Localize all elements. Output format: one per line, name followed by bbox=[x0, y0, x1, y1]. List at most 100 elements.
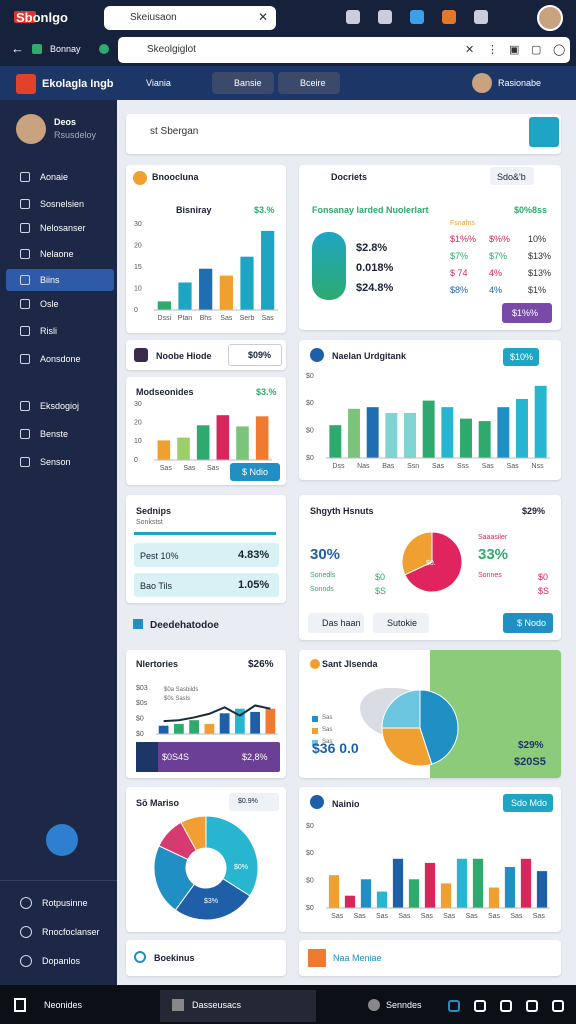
bar bbox=[178, 282, 192, 310]
nav-item[interactable]: Senson bbox=[40, 457, 71, 467]
badge-label[interactable]: $09% bbox=[248, 350, 272, 360]
nav-item[interactable]: Dopanlos bbox=[42, 956, 81, 966]
badge-label[interactable]: Sdo&'b bbox=[497, 172, 526, 182]
progress-row bbox=[134, 543, 279, 567]
bar bbox=[204, 723, 215, 734]
search-close[interactable] bbox=[529, 117, 559, 147]
header-button[interactable] bbox=[278, 72, 340, 94]
header-button-label[interactable]: Bansie bbox=[234, 78, 262, 88]
toolbar-icon[interactable] bbox=[410, 10, 424, 24]
tray-icon[interactable] bbox=[448, 1000, 460, 1012]
row-label: Sonedls bbox=[310, 572, 336, 579]
avatar[interactable] bbox=[537, 5, 563, 31]
nav-item[interactable]: Aonaie bbox=[40, 172, 69, 182]
nav-item[interactable]: Osle bbox=[40, 299, 59, 309]
button-label[interactable]: Sdo Mdo bbox=[511, 798, 548, 808]
header-button[interactable] bbox=[212, 72, 274, 94]
card bbox=[126, 114, 561, 154]
card-title: Naelan Urdgitank bbox=[332, 351, 407, 361]
address-icon[interactable]: ◯ bbox=[553, 44, 566, 56]
nav-item[interactable]: Risli bbox=[40, 326, 57, 336]
badge-label[interactable]: $0.9% bbox=[238, 798, 258, 805]
nav-icon bbox=[20, 199, 30, 209]
nav-item[interactable]: Nelosanser bbox=[40, 223, 86, 233]
footer-value: $2,8% bbox=[242, 752, 268, 762]
nav-item[interactable]: Sosnelsien bbox=[40, 199, 85, 209]
chart bbox=[381, 689, 459, 767]
button[interactable] bbox=[503, 348, 539, 366]
badge[interactable] bbox=[490, 167, 534, 185]
stat: $36 0.0 bbox=[312, 740, 359, 756]
address-icon[interactable]: ▢ bbox=[531, 44, 542, 56]
tray-icon[interactable] bbox=[474, 1000, 486, 1012]
button-label[interactable]: Das haan bbox=[322, 618, 361, 628]
user-name[interactable]: Rasionabe bbox=[498, 78, 542, 88]
button[interactable] bbox=[373, 613, 429, 633]
taskbar-item[interactable]: Dasseusacs bbox=[192, 1000, 242, 1010]
y-tick-label: $0 bbox=[306, 373, 314, 380]
toolbar-icon[interactable] bbox=[346, 10, 360, 24]
y-tick-label: $0 bbox=[306, 428, 314, 435]
bar bbox=[376, 891, 388, 908]
tab[interactable] bbox=[104, 6, 276, 30]
sidebar-avatar bbox=[16, 114, 46, 144]
taskbar-app[interactable] bbox=[160, 990, 316, 1022]
taskbar-item[interactable]: Senndes bbox=[386, 1000, 422, 1010]
button-label[interactable]: $ Ndio bbox=[242, 467, 269, 477]
logo-icon bbox=[14, 11, 36, 23]
toolbar-icon[interactable] bbox=[378, 10, 392, 24]
button[interactable] bbox=[308, 613, 364, 633]
table-cell: 10% bbox=[528, 234, 547, 244]
tab-close[interactable]: ✕ bbox=[258, 10, 269, 24]
header-button-label[interactable]: Bceire bbox=[300, 78, 326, 88]
x-tick-label: Sas bbox=[533, 913, 546, 920]
address-icon[interactable]: ▣ bbox=[509, 44, 520, 56]
nav-item[interactable]: Nelaone bbox=[40, 249, 74, 259]
user-role: Rsusdeloy bbox=[54, 130, 97, 140]
nav-item[interactable]: Aonsdone bbox=[40, 354, 81, 364]
bar bbox=[328, 875, 340, 908]
bar bbox=[265, 708, 276, 734]
nav-item[interactable]: Biins bbox=[40, 275, 60, 285]
nav-item[interactable]: Benste bbox=[40, 429, 69, 439]
row-label: Bao Tils bbox=[140, 581, 173, 591]
bar bbox=[440, 883, 452, 908]
address-icon[interactable]: ⋮ bbox=[487, 44, 498, 56]
slice-label: $0% bbox=[234, 864, 249, 871]
address-icon[interactable]: ✕ bbox=[465, 44, 475, 56]
slice bbox=[381, 689, 421, 729]
table-cell: $7% bbox=[489, 251, 508, 261]
x-tick-label: Bhs bbox=[200, 315, 213, 322]
nav-item[interactable]: Rnocfoclanser bbox=[42, 927, 100, 937]
nav-item[interactable]: Rotpusinne bbox=[42, 898, 88, 908]
button[interactable] bbox=[230, 463, 280, 481]
tray-icon[interactable] bbox=[500, 1000, 512, 1012]
button-label[interactable]: $1%% bbox=[512, 308, 539, 318]
stat: $29% bbox=[518, 740, 544, 751]
nav-icon bbox=[20, 926, 32, 938]
button[interactable] bbox=[503, 613, 553, 633]
badge[interactable] bbox=[229, 793, 279, 811]
url: Skeolgiglot bbox=[147, 44, 196, 55]
button-label[interactable]: $ Nodo bbox=[517, 618, 547, 628]
dropdown-label[interactable]: Viania bbox=[146, 78, 171, 88]
taskbar-item[interactable]: Neonides bbox=[44, 1000, 83, 1010]
button-label[interactable]: $10% bbox=[510, 352, 534, 362]
button-label[interactable]: Sutokie bbox=[387, 618, 418, 628]
search-input[interactable]: st Sbergan bbox=[150, 126, 199, 137]
user-avatar[interactable] bbox=[472, 73, 492, 93]
nav-item[interactable]: Eksdogioj bbox=[40, 401, 80, 411]
chart-title: Bisniray bbox=[176, 205, 212, 215]
back-button[interactable]: ← bbox=[11, 41, 24, 56]
tray-icon[interactable] bbox=[526, 1000, 538, 1012]
tray-icon[interactable] bbox=[552, 1000, 564, 1012]
x-tick-label: Sas bbox=[220, 315, 233, 322]
address-bar[interactable] bbox=[118, 37, 570, 63]
toolbar-icon[interactable] bbox=[474, 10, 488, 24]
toolbar-icon[interactable] bbox=[442, 10, 456, 24]
card-value: $29% bbox=[522, 506, 546, 516]
button[interactable] bbox=[503, 794, 553, 812]
badge[interactable] bbox=[228, 344, 282, 366]
button[interactable] bbox=[502, 303, 552, 323]
fab[interactable] bbox=[46, 824, 78, 856]
